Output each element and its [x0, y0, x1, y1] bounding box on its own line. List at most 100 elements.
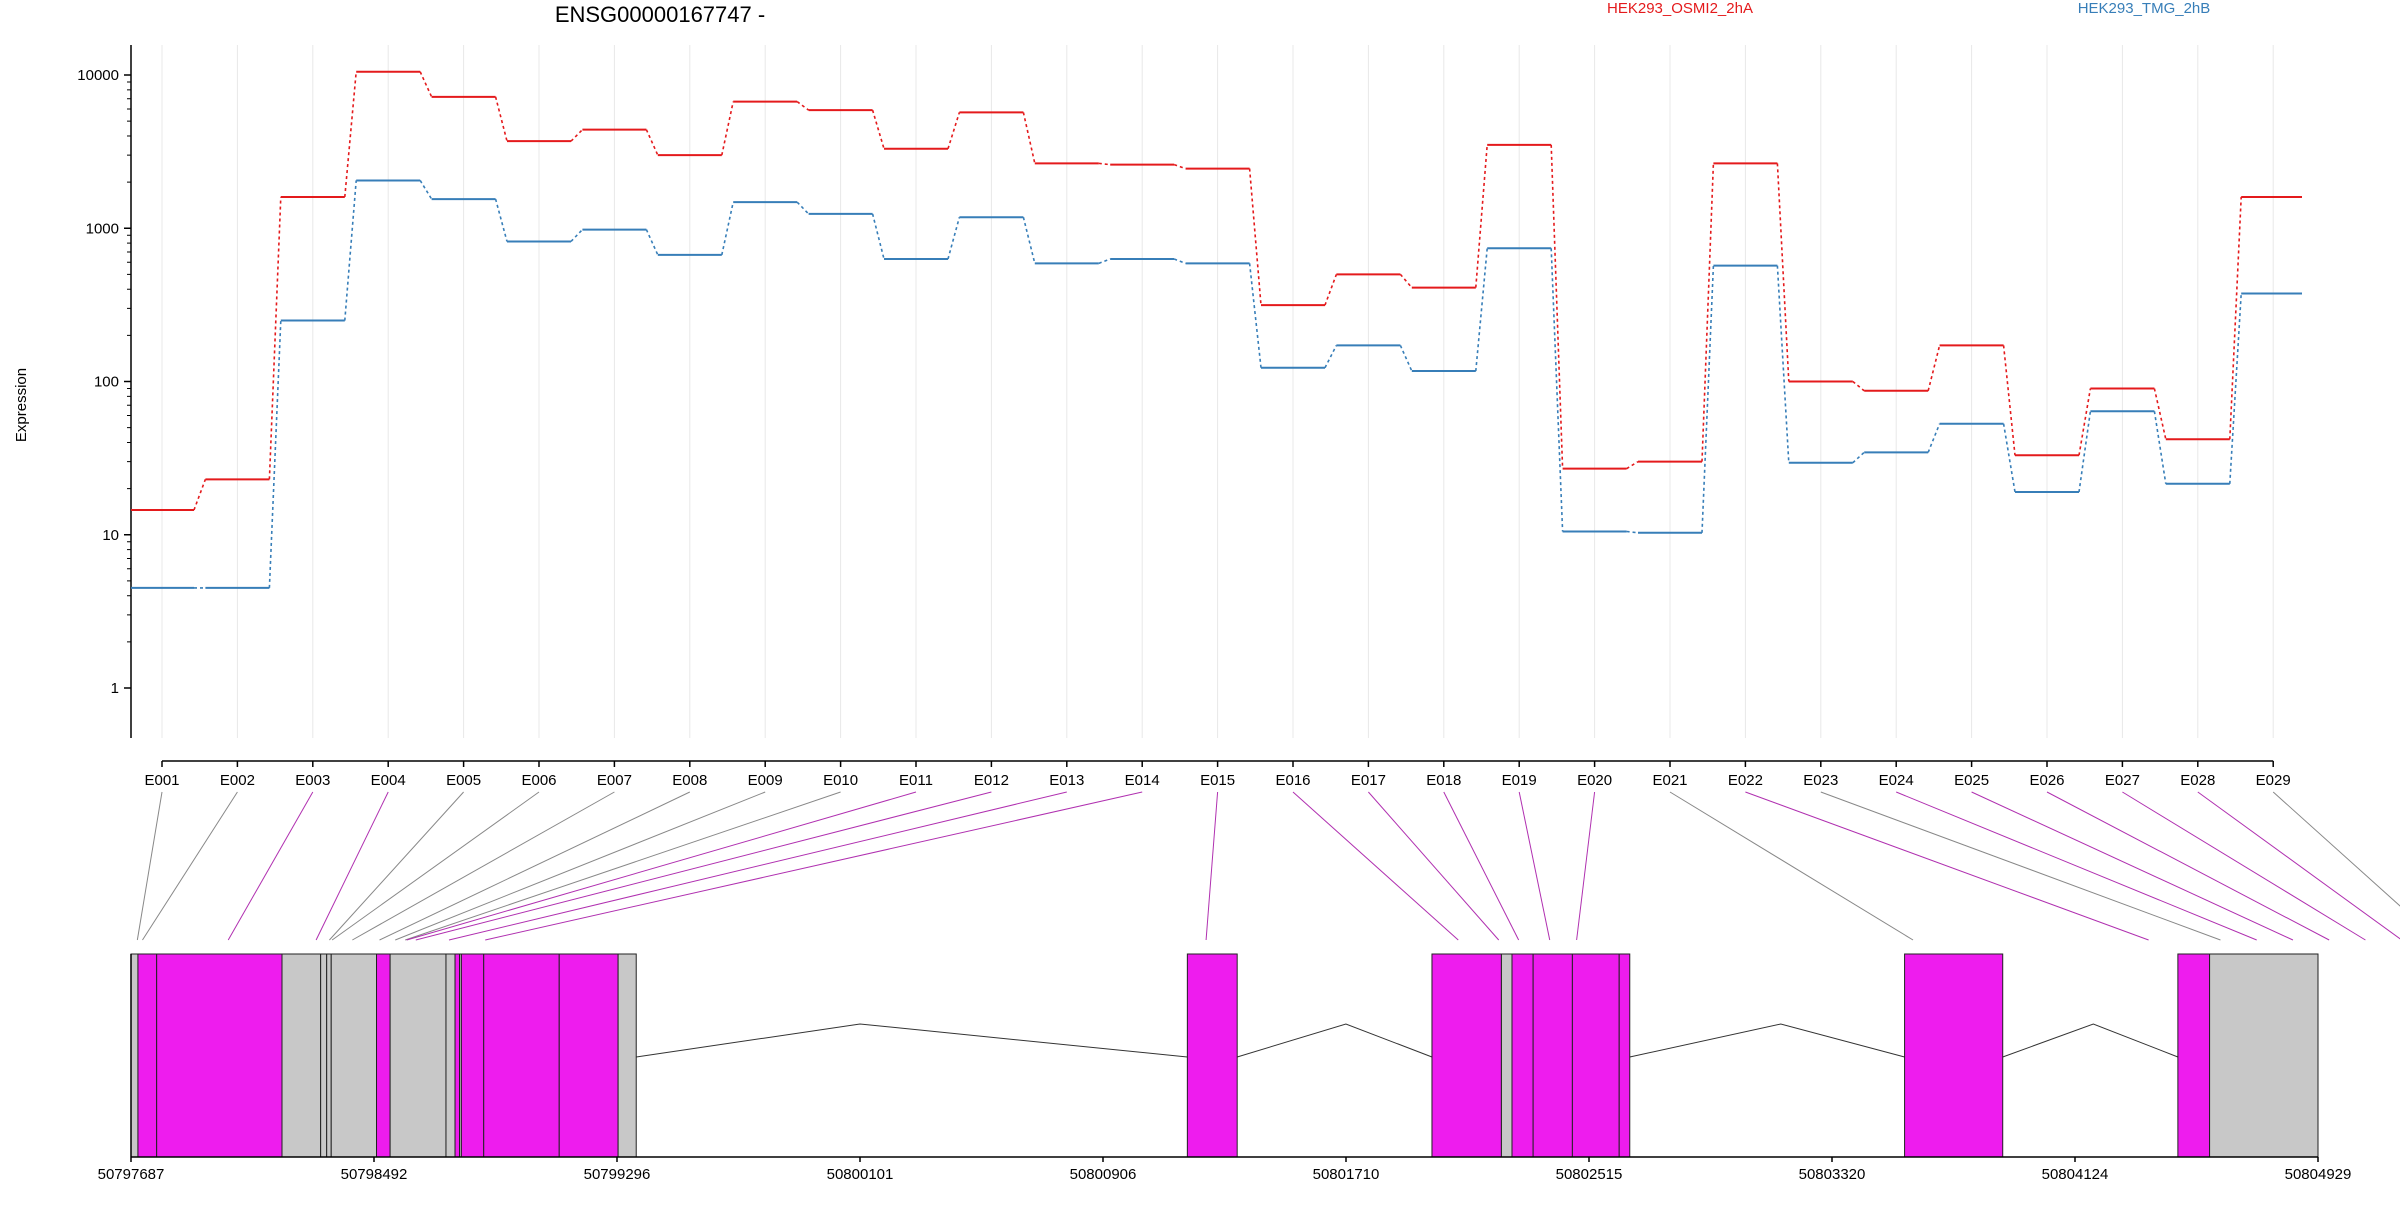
genomic-tick-label: 50798492	[341, 1166, 408, 1183]
series-connector	[1852, 451, 1865, 464]
series-connector	[1626, 530, 1639, 534]
y-tick-label: 1	[111, 680, 119, 697]
series-connector	[268, 196, 282, 480]
exon-block	[326, 953, 332, 1158]
x-tick-label: E012	[974, 772, 1009, 789]
exon-block	[1500, 953, 1513, 1158]
x-tick-label: E027	[2105, 772, 2140, 789]
series-connector	[1399, 345, 1413, 372]
series-connector	[721, 101, 734, 156]
x-tick-label: E013	[1049, 772, 1084, 789]
exon-connector	[1669, 791, 1914, 941]
series-connector	[1022, 112, 1036, 164]
series-connector	[268, 320, 282, 588]
series-connector	[1475, 144, 1488, 288]
exon-connector	[331, 791, 540, 941]
series-connector	[1022, 217, 1036, 264]
legend-entry-osmi2: HEK293_OSMI2_2hA	[1607, 0, 1753, 17]
exon-block	[137, 953, 158, 1158]
series-connector	[344, 180, 357, 321]
x-axis: E001 E002 E003 E004 E005 E006 E007 E008 E009 E010…	[144, 760, 2291, 789]
series-connector	[570, 129, 583, 142]
genomic-tick-label: 50804124	[2042, 1166, 2109, 1183]
exon-connector	[329, 791, 464, 941]
series-connector	[1475, 248, 1488, 372]
series-connector	[1173, 163, 1186, 170]
x-tick-label: E021	[1652, 772, 1687, 789]
exon-block	[281, 953, 322, 1158]
x-tick-label: E015	[1200, 772, 1235, 789]
series-connector	[1098, 162, 1111, 166]
y-axis-label: Expression	[13, 368, 30, 442]
series-connector	[1776, 163, 1790, 382]
exon-connector	[227, 791, 314, 941]
exon-connector	[352, 791, 615, 941]
x-tick-label: E029	[2256, 772, 2291, 789]
exon-block	[130, 953, 139, 1158]
x-tick-label: E001	[144, 772, 179, 789]
series-connector	[1701, 163, 1715, 462]
exon-connector	[136, 791, 163, 941]
exon-connector-lines	[136, 791, 2400, 941]
series-connector	[419, 71, 433, 98]
series-connector	[1776, 265, 1790, 463]
x-tick-label: E006	[521, 772, 556, 789]
x-tick-label: E004	[371, 772, 406, 789]
exon-block	[1532, 953, 1573, 1158]
series-connector	[947, 112, 961, 150]
exon-connector	[2272, 791, 2400, 907]
exon-block	[454, 953, 461, 1158]
x-tick-label: E028	[2180, 772, 2215, 789]
chart-title: ENSG00000167747 -	[555, 2, 765, 27]
grid-lines	[161, 45, 2274, 738]
series-connector	[2229, 293, 2242, 484]
x-tick-label: E020	[1577, 772, 1612, 789]
intron-line	[2002, 1023, 2179, 1058]
legend-entry-tmg: HEK293_TMG_2hB	[2078, 0, 2211, 17]
exon-connector	[1205, 791, 1219, 941]
exon-block	[2209, 953, 2319, 1158]
x-tick-label: E009	[748, 772, 783, 789]
series-connector	[1626, 460, 1639, 470]
exon-connector	[1896, 791, 2257, 941]
x-tick-label: E025	[1954, 772, 1989, 789]
x-tick-label: E014	[1125, 772, 1160, 789]
exon-block	[1186, 953, 1238, 1158]
series-connector	[2229, 196, 2242, 440]
intron-line	[1629, 1023, 1905, 1058]
series-connector	[1701, 265, 1715, 533]
exon-connector	[379, 791, 691, 941]
exon-block	[617, 953, 637, 1158]
exon-connector	[2197, 791, 2400, 940]
series-connector	[2002, 345, 2016, 456]
x-tick-label: E018	[1426, 772, 1461, 789]
series-connector	[1324, 274, 1338, 306]
x-tick-label: E010	[823, 772, 858, 789]
series-connector	[2078, 411, 2092, 493]
exon-connector	[1745, 791, 2149, 941]
exon-block	[1618, 953, 1631, 1158]
x-tick-label: E008	[672, 772, 707, 789]
x-tick-label: E026	[2029, 772, 2064, 789]
exon-connector	[142, 791, 238, 941]
exon-connector	[485, 791, 1143, 941]
exon-block	[320, 953, 328, 1158]
series-connector	[344, 71, 357, 198]
exon-connector	[395, 791, 766, 941]
exon-block	[330, 953, 378, 1158]
series-connector	[193, 479, 207, 511]
series-connector	[947, 217, 961, 260]
series-connector	[645, 229, 659, 256]
x-tick-label: E017	[1351, 772, 1386, 789]
series-connector	[1248, 168, 1262, 306]
x-tick-label: E005	[446, 772, 481, 789]
exon-block	[156, 953, 283, 1158]
exon-block	[445, 953, 456, 1158]
x-tick-label: E007	[597, 772, 632, 789]
series-connector	[645, 129, 659, 156]
exon-connector	[1368, 791, 1500, 941]
y-tick-label: 10	[102, 527, 119, 544]
exon-connector	[1576, 791, 1596, 941]
series-connector	[1927, 423, 1941, 453]
